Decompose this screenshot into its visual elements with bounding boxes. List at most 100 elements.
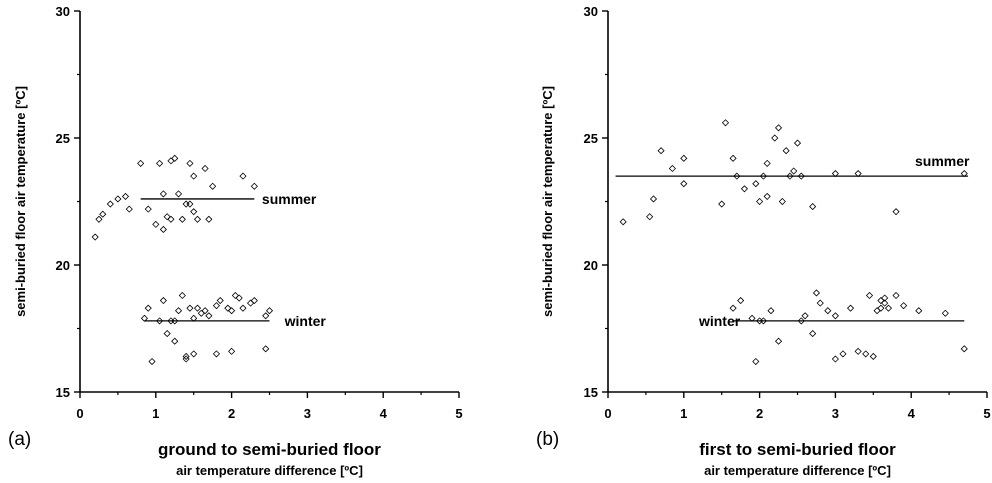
x-tick-label: 4 bbox=[908, 406, 916, 421]
y-tick-label: 15 bbox=[584, 385, 598, 400]
data-point-diamond bbox=[205, 215, 213, 223]
data-point-diamond bbox=[721, 119, 730, 127]
data-point-diamond bbox=[809, 330, 817, 338]
data-point-diamond bbox=[759, 172, 767, 180]
data-point-diamond bbox=[186, 159, 194, 167]
data-point-diamond bbox=[228, 347, 236, 355]
x-tick-label: 0 bbox=[76, 406, 83, 421]
data-point-diamond bbox=[774, 124, 783, 132]
data-point-diamond bbox=[915, 307, 923, 315]
series-label: winter bbox=[284, 313, 327, 329]
data-point-diamond bbox=[774, 337, 783, 345]
x-axis-subtitle: air temperature difference [ºC] bbox=[704, 463, 891, 478]
data-point-diamond bbox=[733, 172, 741, 180]
data-point-diamond bbox=[763, 159, 771, 167]
data-point-diamond bbox=[182, 200, 190, 208]
data-point-diamond bbox=[771, 134, 779, 142]
data-point-diamond bbox=[174, 307, 183, 315]
x-tick-label: 5 bbox=[983, 406, 990, 421]
data-point-diamond bbox=[250, 182, 258, 190]
data-point-diamond bbox=[877, 296, 885, 305]
data-point-diamond bbox=[831, 312, 839, 320]
series-label: summer bbox=[262, 191, 317, 207]
data-point-diamond bbox=[884, 304, 893, 312]
data-point-diamond bbox=[205, 312, 213, 320]
data-point-diamond bbox=[201, 164, 209, 173]
x-axis-title: ground to semi-buried floor bbox=[158, 440, 381, 459]
y-tick-label: 20 bbox=[56, 258, 70, 273]
data-point-diamond bbox=[797, 172, 805, 180]
data-point-diamond bbox=[239, 304, 247, 312]
panel-label: (b) bbox=[536, 429, 559, 450]
data-point-diamond bbox=[178, 215, 186, 223]
data-point-diamond bbox=[190, 350, 198, 358]
x-tick-label: 2 bbox=[756, 406, 763, 421]
data-point-diamond bbox=[99, 210, 107, 218]
data-point-diamond bbox=[231, 291, 239, 300]
data-point-diamond bbox=[718, 200, 726, 208]
data-point-diamond bbox=[144, 304, 152, 312]
data-point-diamond bbox=[193, 215, 202, 223]
data-point-diamond bbox=[167, 157, 175, 165]
panel-a: 0 1 2 3 4 5 15 20 25 30 semi-buried floor air temp… bbox=[8, 4, 463, 478]
data-point-diamond bbox=[877, 304, 885, 312]
data-point-diamond bbox=[862, 350, 870, 358]
data-point-diamond bbox=[186, 304, 194, 312]
data-point-diamond bbox=[250, 296, 258, 305]
x-tick-label: 5 bbox=[455, 406, 462, 421]
panel-b: 0 1 2 3 4 5 15 20 25 30 semi-buried floor air temp… bbox=[536, 4, 991, 478]
data-point-diamond bbox=[182, 352, 190, 361]
data-point-diamond bbox=[619, 218, 627, 226]
data-point-diamond bbox=[881, 299, 889, 307]
data-point-diamond bbox=[121, 192, 130, 200]
data-point-diamond bbox=[824, 307, 832, 315]
data-point-diamond bbox=[846, 304, 855, 312]
data-point-diamond bbox=[228, 307, 236, 315]
data-point-diamond bbox=[174, 190, 183, 198]
series-label: winter bbox=[698, 313, 741, 329]
data-point-diamond bbox=[152, 220, 160, 228]
data-point-diamond bbox=[756, 197, 764, 206]
y-tick-label: 25 bbox=[56, 131, 70, 146]
series-label: summer bbox=[915, 153, 970, 169]
data-point-diamond bbox=[767, 307, 775, 315]
x-tick-label: 3 bbox=[832, 406, 839, 421]
data-point-diamond bbox=[197, 309, 205, 317]
data-point-diamond bbox=[778, 197, 786, 206]
data-point-diamond bbox=[737, 296, 745, 305]
data-point-diamond bbox=[786, 172, 794, 180]
x-tick-label: 0 bbox=[604, 406, 611, 421]
data-point-diamond bbox=[816, 299, 824, 307]
data-point-diamond bbox=[873, 307, 881, 315]
data-point-diamond bbox=[854, 347, 862, 355]
data-point-diamond bbox=[892, 291, 900, 300]
data-point-diamond bbox=[106, 200, 114, 208]
data-point-diamond bbox=[262, 345, 270, 353]
data-point-diamond bbox=[156, 317, 164, 325]
data-point-diamond bbox=[171, 337, 179, 345]
data-point-diamond bbox=[190, 208, 198, 216]
data-point-diamond bbox=[900, 302, 908, 310]
x-tick-label: 3 bbox=[304, 406, 311, 421]
data-point-diamond bbox=[171, 154, 179, 162]
data-point-diamond bbox=[680, 180, 688, 188]
data-point-diamond bbox=[167, 215, 175, 223]
data-point-diamond bbox=[941, 309, 949, 317]
data-point-diamond bbox=[729, 154, 737, 162]
y-axis-title: semi-buried floor air temperature [ºC] bbox=[13, 86, 28, 317]
data-point-diamond bbox=[148, 357, 156, 366]
data-point-diamond bbox=[892, 208, 900, 216]
data-point-diamond bbox=[797, 317, 805, 325]
data-point-diamond bbox=[831, 355, 839, 363]
data-point-diamond bbox=[960, 345, 968, 353]
data-point-diamond bbox=[740, 185, 749, 193]
data-point-diamond bbox=[246, 299, 255, 307]
data-point-diamond bbox=[209, 182, 217, 190]
data-point-diamond bbox=[729, 304, 737, 312]
x-tick-label: 1 bbox=[152, 406, 159, 421]
data-point-diamond bbox=[212, 302, 221, 310]
series-winter: winter bbox=[140, 291, 327, 366]
data-point-diamond bbox=[657, 147, 665, 155]
data-point-diamond bbox=[163, 330, 171, 338]
